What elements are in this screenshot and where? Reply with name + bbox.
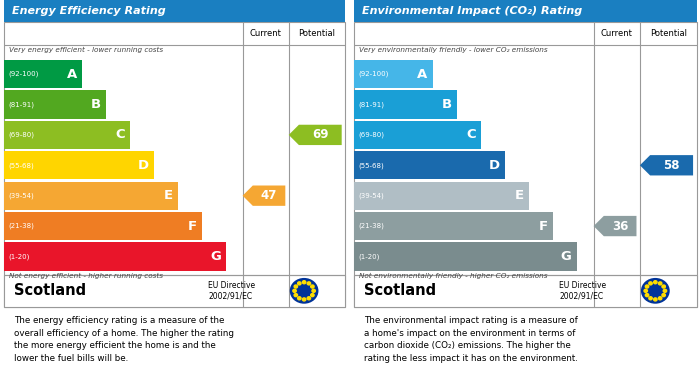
- Circle shape: [654, 298, 657, 301]
- Circle shape: [312, 289, 316, 292]
- Text: B: B: [442, 98, 452, 111]
- Bar: [354, 90, 456, 118]
- Bar: [354, 151, 505, 179]
- Text: Potential: Potential: [298, 29, 335, 38]
- Text: 36: 36: [612, 220, 629, 233]
- Polygon shape: [640, 155, 693, 176]
- Text: (92-100): (92-100): [8, 71, 39, 77]
- Circle shape: [293, 289, 296, 292]
- Circle shape: [298, 282, 301, 285]
- Circle shape: [307, 282, 311, 285]
- Text: (55-68): (55-68): [358, 162, 384, 169]
- Bar: [354, 212, 553, 240]
- Bar: [354, 60, 433, 88]
- Text: (1-20): (1-20): [358, 253, 380, 260]
- Text: Very energy efficient - lower running costs: Very energy efficient - lower running co…: [8, 47, 162, 53]
- Text: C: C: [116, 128, 125, 142]
- Text: The environmental impact rating is a measure of
a home's impact on the environme: The environmental impact rating is a mea…: [364, 316, 578, 363]
- Bar: [4, 181, 178, 210]
- Text: (69-80): (69-80): [358, 132, 384, 138]
- Text: (21-38): (21-38): [358, 223, 384, 229]
- Text: The energy efficiency rating is a measure of the
overall efficiency of a home. T: The energy efficiency rating is a measur…: [14, 316, 234, 363]
- Text: 47: 47: [261, 189, 277, 202]
- Text: 69: 69: [312, 128, 328, 142]
- Text: D: D: [489, 159, 500, 172]
- Circle shape: [311, 285, 314, 288]
- Bar: [4, 60, 83, 88]
- Bar: [354, 0, 696, 22]
- Bar: [354, 275, 696, 307]
- Text: E: E: [164, 189, 173, 202]
- Bar: [4, 0, 345, 22]
- Circle shape: [662, 285, 666, 288]
- Circle shape: [644, 289, 648, 292]
- Text: (55-68): (55-68): [8, 162, 34, 169]
- Bar: [4, 242, 226, 271]
- Text: (81-91): (81-91): [8, 101, 34, 108]
- Text: EU Directive
2002/91/EC: EU Directive 2002/91/EC: [209, 281, 256, 301]
- Circle shape: [302, 281, 306, 284]
- Text: Scotland: Scotland: [14, 283, 86, 298]
- Text: F: F: [538, 220, 547, 233]
- Bar: [354, 242, 577, 271]
- Bar: [4, 151, 154, 179]
- Polygon shape: [288, 125, 342, 145]
- Bar: [4, 90, 106, 118]
- Circle shape: [641, 278, 670, 304]
- Text: (92-100): (92-100): [358, 71, 389, 77]
- Text: Environmental Impact (CO₂) Rating: Environmental Impact (CO₂) Rating: [362, 6, 582, 16]
- Circle shape: [307, 297, 311, 300]
- Text: (39-54): (39-54): [358, 192, 384, 199]
- Circle shape: [645, 294, 649, 297]
- Text: Not environmentally friendly - higher CO₂ emissions: Not environmentally friendly - higher CO…: [358, 273, 547, 279]
- Polygon shape: [594, 216, 636, 236]
- Circle shape: [663, 289, 666, 292]
- Circle shape: [649, 282, 652, 285]
- Text: G: G: [210, 250, 220, 263]
- Circle shape: [662, 294, 666, 297]
- Text: Very environmentally friendly - lower CO₂ emissions: Very environmentally friendly - lower CO…: [358, 47, 547, 53]
- Circle shape: [290, 278, 319, 304]
- Circle shape: [649, 297, 652, 300]
- Circle shape: [659, 297, 662, 300]
- Text: A: A: [67, 68, 77, 81]
- Circle shape: [311, 294, 314, 297]
- Text: B: B: [91, 98, 101, 111]
- Text: (81-91): (81-91): [358, 101, 384, 108]
- Text: Energy Efficiency Rating: Energy Efficiency Rating: [12, 6, 166, 16]
- Text: (69-80): (69-80): [8, 132, 34, 138]
- Bar: [4, 212, 202, 240]
- Polygon shape: [243, 185, 286, 206]
- Circle shape: [645, 285, 649, 288]
- Text: E: E: [514, 189, 524, 202]
- Text: (21-38): (21-38): [8, 223, 34, 229]
- Bar: [354, 121, 481, 149]
- Circle shape: [659, 282, 662, 285]
- Circle shape: [294, 285, 298, 288]
- Text: F: F: [188, 220, 197, 233]
- Text: 58: 58: [664, 159, 680, 172]
- Text: C: C: [466, 128, 475, 142]
- Text: A: A: [417, 68, 428, 81]
- Text: (39-54): (39-54): [8, 192, 34, 199]
- Text: D: D: [138, 159, 149, 172]
- Text: Potential: Potential: [650, 29, 687, 38]
- Text: Not energy efficient - higher running costs: Not energy efficient - higher running co…: [8, 273, 162, 279]
- Bar: [354, 181, 528, 210]
- Text: Scotland: Scotland: [364, 283, 436, 298]
- Circle shape: [294, 294, 298, 297]
- Circle shape: [654, 281, 657, 284]
- Bar: [4, 121, 130, 149]
- Text: Current: Current: [601, 29, 633, 38]
- Circle shape: [302, 298, 306, 301]
- Text: Current: Current: [250, 29, 281, 38]
- Text: G: G: [561, 250, 572, 263]
- Bar: [4, 275, 345, 307]
- Text: (1-20): (1-20): [8, 253, 30, 260]
- Text: EU Directive
2002/91/EC: EU Directive 2002/91/EC: [559, 281, 606, 301]
- Circle shape: [298, 297, 301, 300]
